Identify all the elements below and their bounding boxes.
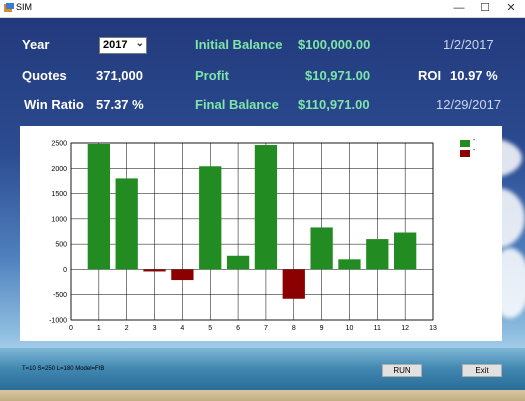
y-tick-label: 2000 [51, 166, 67, 173]
title-bar: SIM — ☐ ✕ [0, 0, 525, 18]
y-tick-label: 1000 [51, 216, 67, 223]
bar-month-9 [310, 227, 333, 270]
win-ratio-value: 57.37 % [96, 97, 144, 112]
x-tick-label: 1 [97, 325, 101, 332]
bar-month-5 [199, 166, 222, 270]
bar-month-10 [338, 259, 361, 270]
y-tick-label: 1500 [51, 191, 67, 198]
x-tick-label: 5 [208, 325, 212, 332]
y-tick-label: 500 [55, 242, 67, 249]
x-tick-label: 7 [264, 325, 268, 332]
final-balance-value: $110,971.00 [298, 97, 370, 112]
maximize-button[interactable]: ☐ [480, 2, 490, 14]
x-tick-label: 10 [346, 325, 354, 332]
x-tick-label: 4 [180, 325, 184, 332]
minimize-button[interactable]: — [453, 2, 465, 14]
y-tick-label: -1000 [49, 318, 67, 325]
year-dropdown[interactable]: 2017 ⌄ [99, 37, 147, 54]
legend-label-negative: - [473, 147, 476, 154]
x-tick-label: 3 [153, 325, 157, 332]
profit-chart: -1000 -500 0 500 1000 1500 2000 2500 0 1 2 3 4 5 6 7 8 9 1… [20, 126, 502, 341]
legend-swatch-negative [460, 150, 470, 157]
initial-balance-label: Initial Balance [195, 37, 283, 52]
win-ratio-label: Win Ratio [24, 97, 84, 112]
legend-label-positive: - [473, 137, 476, 144]
x-tick-label: 6 [236, 325, 240, 332]
legend-item-negative: - [460, 147, 478, 158]
bar-month-1 [87, 144, 110, 270]
quotes-label: Quotes [22, 68, 67, 83]
y-tick-label: -500 [53, 292, 67, 299]
legend-item-positive: - [460, 137, 478, 148]
x-tick-label: 13 [429, 325, 437, 332]
run-button[interactable]: RUN [382, 364, 422, 377]
app-icon [4, 3, 14, 12]
x-tick-label: 0 [69, 325, 73, 332]
profit-value: $10,971.00 [305, 68, 371, 83]
roi-value: 10.97 % [450, 68, 498, 83]
x-tick-label: 12 [401, 325, 409, 332]
status-text: T=10 S=250 L=180 Model=FIB [22, 366, 105, 372]
end-date: 12/29/2017 [436, 97, 502, 112]
bar-month-2 [115, 178, 138, 270]
y-tick-label: 2500 [51, 141, 67, 148]
bar-month-3 [143, 269, 166, 272]
year-value: 2017 [103, 39, 128, 51]
sand-background [0, 390, 525, 401]
bar-month-12 [394, 232, 417, 270]
x-tick-label: 9 [320, 325, 324, 332]
close-button[interactable]: ✕ [506, 2, 516, 14]
exit-button[interactable]: Exit [462, 364, 502, 377]
roi-label: ROI [418, 68, 442, 83]
year-label: Year [22, 37, 50, 52]
quotes-value: 371,000 [96, 68, 143, 83]
legend-swatch-positive [460, 140, 470, 147]
chart-legend: - - [460, 137, 478, 160]
bar-month-7 [254, 145, 278, 270]
x-tick-label: 8 [292, 325, 296, 332]
y-tick-label: 0 [63, 267, 67, 274]
initial-balance-value: $100,000.00 [298, 37, 371, 52]
chevron-down-icon: ⌄ [135, 38, 144, 49]
start-date: 1/2/2017 [443, 37, 494, 52]
window-title: SIM [16, 2, 33, 12]
plot-border [70, 142, 434, 321]
profit-label: Profit [195, 68, 229, 83]
bar-month-6 [226, 255, 250, 270]
x-tick-label: 11 [374, 325, 381, 332]
bar-month-4 [171, 269, 194, 281]
x-tick-label: 2 [125, 325, 129, 332]
final-balance-label: Final Balance [195, 97, 279, 112]
bar-month-8 [282, 269, 305, 299]
bar-month-11 [366, 239, 389, 270]
